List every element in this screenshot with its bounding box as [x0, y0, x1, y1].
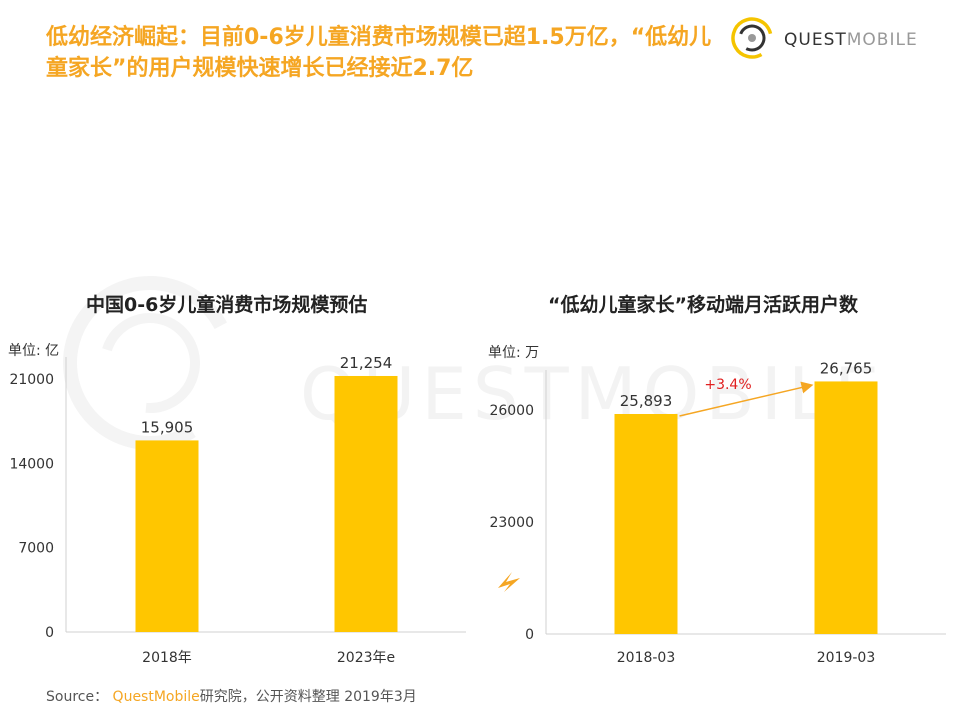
- left-bar-value-label: 21,254: [340, 354, 393, 372]
- right-chart-title: “低幼儿童家长”移动端月活跃用户数: [548, 294, 858, 316]
- left-y-tick-label: 14000: [9, 456, 54, 472]
- page-title: 低幼经济崛起：目前0-6岁儿童消费市场规模已超1.5万亿，“低幼儿童家长”的用户…: [46, 25, 712, 81]
- right-bar: [614, 413, 678, 634]
- left-y-tick-label: 21000: [9, 372, 54, 388]
- growth-arrow: [679, 381, 814, 417]
- left-bar: [334, 375, 398, 632]
- right-bar-value-label: 25,893: [620, 392, 673, 410]
- left-chart-title: 中国0-6岁儿童消费市场规模预估: [86, 294, 368, 316]
- right-x-tick-label: 2019-03: [817, 650, 876, 666]
- source-note: Source： QuestMobile研究院，公开资料整理 2019年3月: [46, 686, 417, 706]
- left-y-tick-label: 7000: [18, 541, 54, 557]
- left-y-tick-label: 0: [45, 625, 54, 641]
- left-x-tick-label: 2023年e: [337, 650, 395, 666]
- right-x-tick-label: 2018-03: [617, 650, 676, 666]
- source-suffix: 研究院，公开资料整理 2019年3月: [199, 689, 417, 705]
- right-bar: [814, 381, 878, 634]
- left-x-tick-label: 2018年: [142, 650, 192, 666]
- left-bar: [135, 440, 199, 632]
- logo-wordmark-bold: QUEST: [784, 30, 847, 50]
- axis-break-icon: [498, 572, 520, 592]
- right-y-tick-label: 23000: [489, 515, 534, 531]
- right-y-tick-label: 0: [525, 627, 534, 643]
- questmobile-logo: QUESTMOBILE: [728, 14, 928, 64]
- left-bar-value-label: 15,905: [141, 418, 194, 436]
- right-y-tick-label: 26000: [489, 403, 534, 419]
- source-brand: QuestMobile: [112, 689, 200, 705]
- logo-wordmark: QUESTMOBILE: [784, 30, 918, 50]
- logo-wordmark-light: MOBILE: [846, 30, 918, 50]
- questmobile-logo-icon: [731, 17, 773, 59]
- left-unit-label: 单位: 亿: [8, 343, 60, 359]
- right-unit-label: 单位: 万: [488, 345, 540, 361]
- right-bar-value-label: 26,765: [820, 359, 873, 377]
- source-prefix: Source：: [46, 689, 109, 705]
- growth-annotation: +3.4%: [704, 377, 751, 393]
